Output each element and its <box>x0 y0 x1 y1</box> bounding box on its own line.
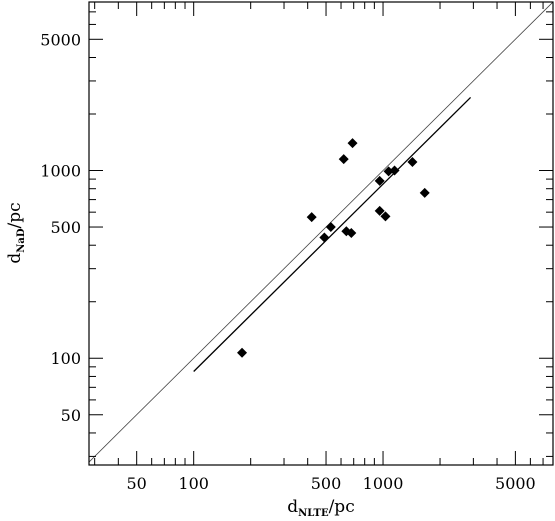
data-point <box>389 165 400 176</box>
data-point <box>325 222 336 233</box>
data-point <box>374 175 385 186</box>
y-tick-label: 100 <box>50 349 81 368</box>
line-layer <box>89 2 553 463</box>
data-point <box>306 212 317 223</box>
data-point <box>374 205 385 216</box>
x-axis-title-unit: /pc <box>329 497 355 517</box>
data-point <box>338 154 349 165</box>
y-tick-label: 5000 <box>40 30 81 49</box>
data-point <box>383 166 394 177</box>
x-axis-title-sub: NLTE <box>298 508 329 519</box>
tick-label-layer: 50 100 500 1000 5000 50 100 500 1000 5000 <box>40 30 535 493</box>
data-point <box>237 347 248 358</box>
x-tick-label: 5000 <box>495 474 536 493</box>
x-tick-label: 100 <box>178 474 209 493</box>
y-tick-label: 1000 <box>40 162 81 181</box>
y-axis-title-sub: NaD <box>16 228 27 253</box>
y-axis-title: dNaD/pc <box>5 202 27 263</box>
y-axis-title-unit: /pc <box>5 202 25 228</box>
one-to-one-line <box>89 2 553 463</box>
data-point <box>380 211 391 222</box>
point-layer <box>237 138 430 358</box>
y-tick-label: 500 <box>50 218 81 237</box>
data-point <box>319 232 330 243</box>
y-tick-label: 50 <box>61 406 81 425</box>
data-point <box>419 187 430 198</box>
data-point <box>407 157 418 168</box>
y-axis-title-main: d <box>5 253 25 264</box>
data-point <box>347 138 358 149</box>
x-tick-label: 50 <box>127 474 147 493</box>
x-axis-title: dNLTE/pc <box>287 497 354 519</box>
x-tick-label: 1000 <box>363 474 404 493</box>
plot-frame <box>88 1 554 466</box>
x-axis-title-main: d <box>287 497 298 517</box>
tick-layer <box>89 2 553 465</box>
fit-line <box>193 96 472 372</box>
x-tick-label: 500 <box>311 474 342 493</box>
data-point <box>346 227 357 238</box>
